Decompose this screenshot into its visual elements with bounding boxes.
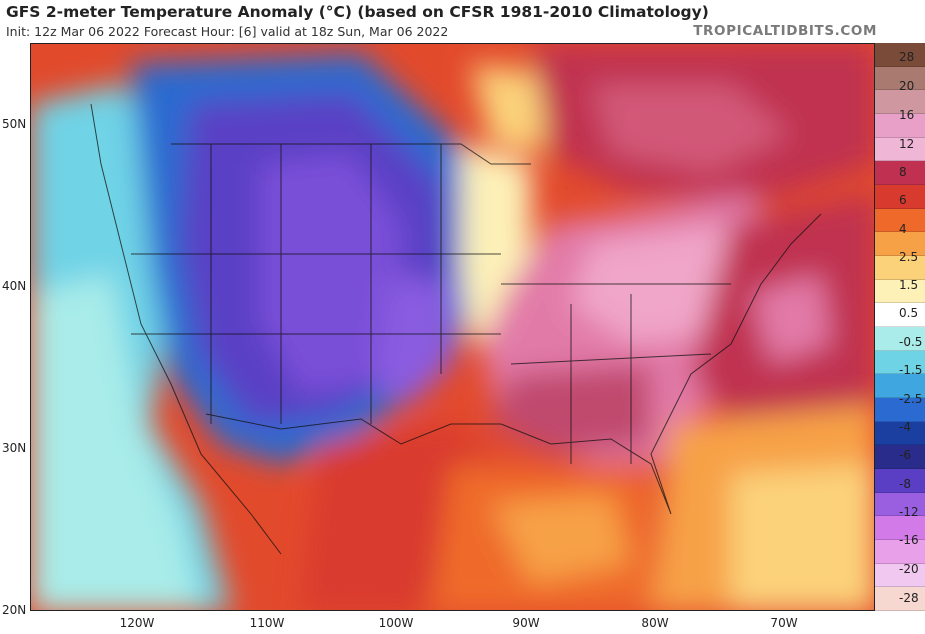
colorbar-cell — [875, 161, 925, 185]
colorbar-cell — [875, 303, 925, 327]
colorbar-cell — [875, 66, 925, 91]
colorbar-cell — [875, 516, 925, 540]
colorbar-label: 12 — [899, 137, 915, 151]
lon-label-120w: 120W — [119, 616, 155, 630]
lat-label-50n: 50N — [2, 117, 27, 131]
colorbar-label: 0.5 — [899, 306, 919, 320]
colorbar-cell — [875, 208, 925, 233]
colorbar-label: -2.5 — [899, 392, 923, 406]
colorbar-label: -20 — [899, 562, 919, 576]
colorbar-label: -8 — [899, 477, 911, 491]
colorbar-cell — [875, 445, 925, 469]
colorbar-label: 20 — [899, 79, 915, 93]
colorbar-label: -16 — [899, 533, 919, 547]
colorbar-cell — [875, 279, 925, 304]
colorbar-label: 4 — [899, 222, 907, 236]
colorbar-label: 2.5 — [899, 250, 919, 264]
colorbar-cell — [875, 327, 925, 351]
colorbar: 28 20 16 12 8 6 4 2.5 1.5 0.5 -0.5 -1.5 -2.5 -4 -6 -8 -1… — [875, 43, 925, 611]
colorbar-cell — [875, 256, 925, 280]
colorbar-cell — [875, 90, 925, 114]
colorbar-label: -28 — [899, 591, 919, 605]
colorbar-label: 8 — [899, 165, 907, 179]
colorbar-cell — [875, 563, 925, 588]
colorbar-cell — [875, 540, 925, 564]
map-canvas — [31, 44, 874, 610]
header: GFS 2-meter Temperature Anomaly (°C) (ba… — [0, 0, 925, 44]
colorbar-cell — [875, 114, 925, 138]
colorbar-cell — [875, 185, 925, 209]
lon-label-80w: 80W — [641, 616, 669, 630]
colorbar-cell — [875, 587, 925, 611]
map-title: GFS 2-meter Temperature Anomaly (°C) (ba… — [6, 3, 709, 21]
colorbar-label: 1.5 — [899, 278, 919, 292]
lat-label-40n: 40N — [2, 279, 27, 293]
colorbar-label: -1.5 — [899, 363, 923, 377]
colorbar-cell — [875, 398, 925, 422]
lat-label-20n: 20N — [2, 603, 27, 617]
colorbar-cell — [875, 469, 925, 493]
colorbar-cell — [875, 137, 925, 162]
colorbar-cell — [875, 374, 925, 398]
colorbar-cell — [875, 232, 925, 256]
colorbar-label: 28 — [899, 50, 915, 64]
lon-label-100w: 100W — [378, 616, 414, 630]
colorbar-cell — [875, 421, 925, 446]
colorbar-cell — [875, 492, 925, 517]
colorbar-cell — [875, 350, 925, 375]
lon-label-110w: 110W — [249, 616, 285, 630]
colorbar-cell — [875, 43, 925, 67]
colorbar-label: 6 — [899, 193, 907, 207]
colorbar-label: -4 — [899, 420, 911, 434]
map-subtitle: Init: 12z Mar 06 2022 Forecast Hour: [6]… — [6, 24, 449, 39]
borders — [90, 103, 822, 555]
brand-watermark[interactable]: TROPICALTIDBITS.COM — [693, 23, 877, 39]
lon-label-90w: 90W — [512, 616, 540, 630]
anomaly-map[interactable] — [30, 43, 875, 611]
lat-label-30n: 30N — [2, 441, 27, 455]
colorbar-label: -0.5 — [899, 335, 923, 349]
colorbar-label: 16 — [899, 108, 915, 122]
colorbar-label: -12 — [899, 505, 919, 519]
lon-label-70w: 70W — [770, 616, 798, 630]
colorbar-label: -6 — [899, 448, 911, 462]
